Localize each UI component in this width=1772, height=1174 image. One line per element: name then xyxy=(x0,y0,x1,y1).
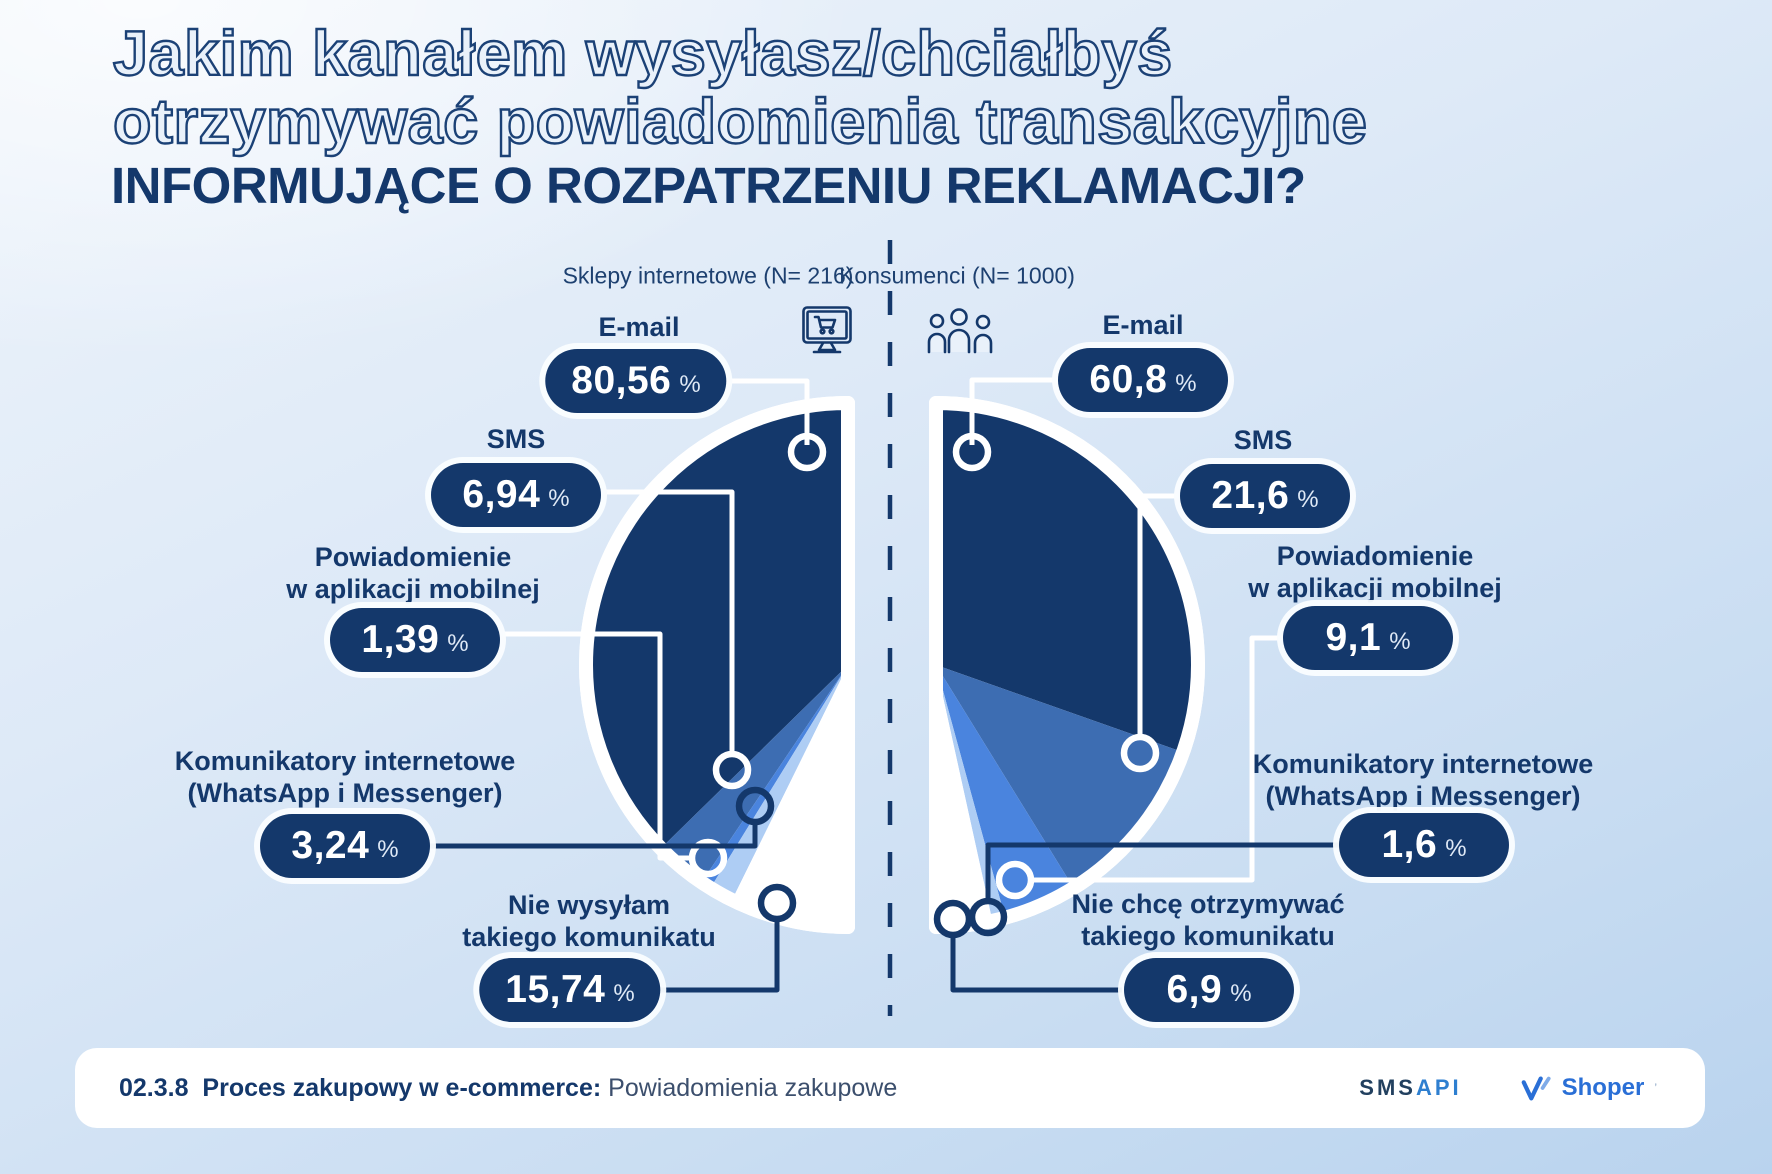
pie-slice xyxy=(701,665,848,888)
percent-sign: % xyxy=(613,980,635,1007)
slice-label-app-consumers: Powiadomienie w aplikacji mobilnej xyxy=(1248,541,1502,603)
slice-marker-circle xyxy=(757,883,797,923)
shoper-logo: Shoper ’ xyxy=(1520,1073,1657,1103)
shoper-logo-icon xyxy=(1521,1076,1551,1101)
shoper-logo-text: Shoper xyxy=(1561,1074,1645,1101)
slice-label-app-shops: Powiadomienie w aplikacji mobilnej xyxy=(286,542,540,604)
slice-marker-circle xyxy=(1120,733,1160,773)
percent-sign: % xyxy=(1175,370,1197,397)
slice-label-email-consumers: E-mail xyxy=(1102,310,1184,341)
slice-value-messengers-consumers: 1,6 % xyxy=(1339,813,1509,877)
slice-marker-circle xyxy=(952,432,992,472)
slice-label-sms-shops: SMS xyxy=(486,424,546,455)
slice-value-sms-shops: 6,94 % xyxy=(431,463,601,527)
footer-series-subtitle: Powiadomienia zakupowe xyxy=(608,1073,898,1102)
pie-slice xyxy=(936,665,1074,918)
slice-marker-circle xyxy=(688,838,728,878)
title-line-1: Jakim kanałem wysyłasz/chciałbyś xyxy=(112,18,1174,90)
callout-connectors xyxy=(427,377,1340,993)
slice-value-app-consumers: 9,1 % xyxy=(1283,606,1453,670)
pie-slice xyxy=(660,665,848,883)
slice-value-app-shops: 1,39 % xyxy=(330,608,500,672)
pie-slice xyxy=(732,665,848,927)
slice-marker-circle xyxy=(787,432,827,472)
title-line-3: INFORMUJĄCE O ROZPATRZENIU REKLAMACJI? xyxy=(111,157,1306,214)
slice-value-messengers-shops: 3,24 % xyxy=(260,814,430,878)
percent-sign: % xyxy=(1297,486,1319,513)
slice-label-messengers-consumers: Komunikatory internetowe (WhatsApp i Mes… xyxy=(1252,749,1594,811)
pie-slice xyxy=(710,665,848,900)
slice-value-email-consumers: 60,8 % xyxy=(1058,348,1228,412)
slice-value-email-shops: 80,56 % xyxy=(545,349,727,413)
percent-sign: % xyxy=(1230,980,1252,1007)
pie-slice xyxy=(586,403,848,849)
slice-label-email-shops: E-mail xyxy=(598,312,680,343)
percent-sign: % xyxy=(548,485,570,512)
shoper-trademark: ’ xyxy=(1654,1081,1657,1095)
chart-header-shops: Sklepy internetowe (N= 216) xyxy=(562,262,854,289)
pie-slice xyxy=(936,665,993,927)
percent-sign: % xyxy=(679,371,701,398)
percent-sign: % xyxy=(377,836,399,863)
percent-sign: % xyxy=(1445,835,1467,862)
percent-sign: % xyxy=(447,630,469,657)
title-line-2: otrzymywać powiadomienia transakcyjne xyxy=(112,86,1368,158)
half-pie-charts xyxy=(579,396,1205,934)
slice-marker-circle xyxy=(995,860,1035,900)
slice-label-none-consumers: Nie chcę otrzymywać takiego komunikatu xyxy=(1071,889,1345,951)
pie-slice xyxy=(936,403,1198,753)
slice-marker-circle xyxy=(712,750,752,790)
pie-slice xyxy=(936,665,1184,888)
percent-sign: % xyxy=(1389,628,1411,655)
slice-marker-circle xyxy=(735,786,775,826)
slice-value-none-shops: 15,74 % xyxy=(479,958,661,1022)
monitor-cart-icon xyxy=(802,306,852,354)
footer-series-title: Proces zakupowy w e-commerce: xyxy=(202,1073,602,1102)
footer-index: 02.3.8 xyxy=(119,1073,189,1102)
footer-logos: SMSAPI Shoper ’ xyxy=(1359,1073,1657,1103)
slice-label-none-shops: Nie wysyłam takiego komunikatu xyxy=(462,890,716,952)
chart-header-consumers: Konsumenci (N= 1000) xyxy=(839,262,1075,289)
slice-marker-circle xyxy=(933,899,973,939)
slice-value-none-consumers: 6,9 % xyxy=(1124,958,1294,1022)
slice-value-sms-consumers: 21,6 % xyxy=(1180,464,1350,528)
consumers-icon xyxy=(927,308,993,354)
slice-label-messengers-shops: Komunikatory internetowe (WhatsApp i Mes… xyxy=(174,746,516,808)
smsapi-logo: SMSAPI xyxy=(1359,1075,1462,1100)
slice-label-sms-consumers: SMS xyxy=(1233,425,1293,456)
footer-bar: 02.3.8 Proces zakupowy w e-commerce: Pow… xyxy=(75,1048,1705,1128)
footer-caption: 02.3.8 Proces zakupowy w e-commerce: Pow… xyxy=(119,1074,897,1103)
